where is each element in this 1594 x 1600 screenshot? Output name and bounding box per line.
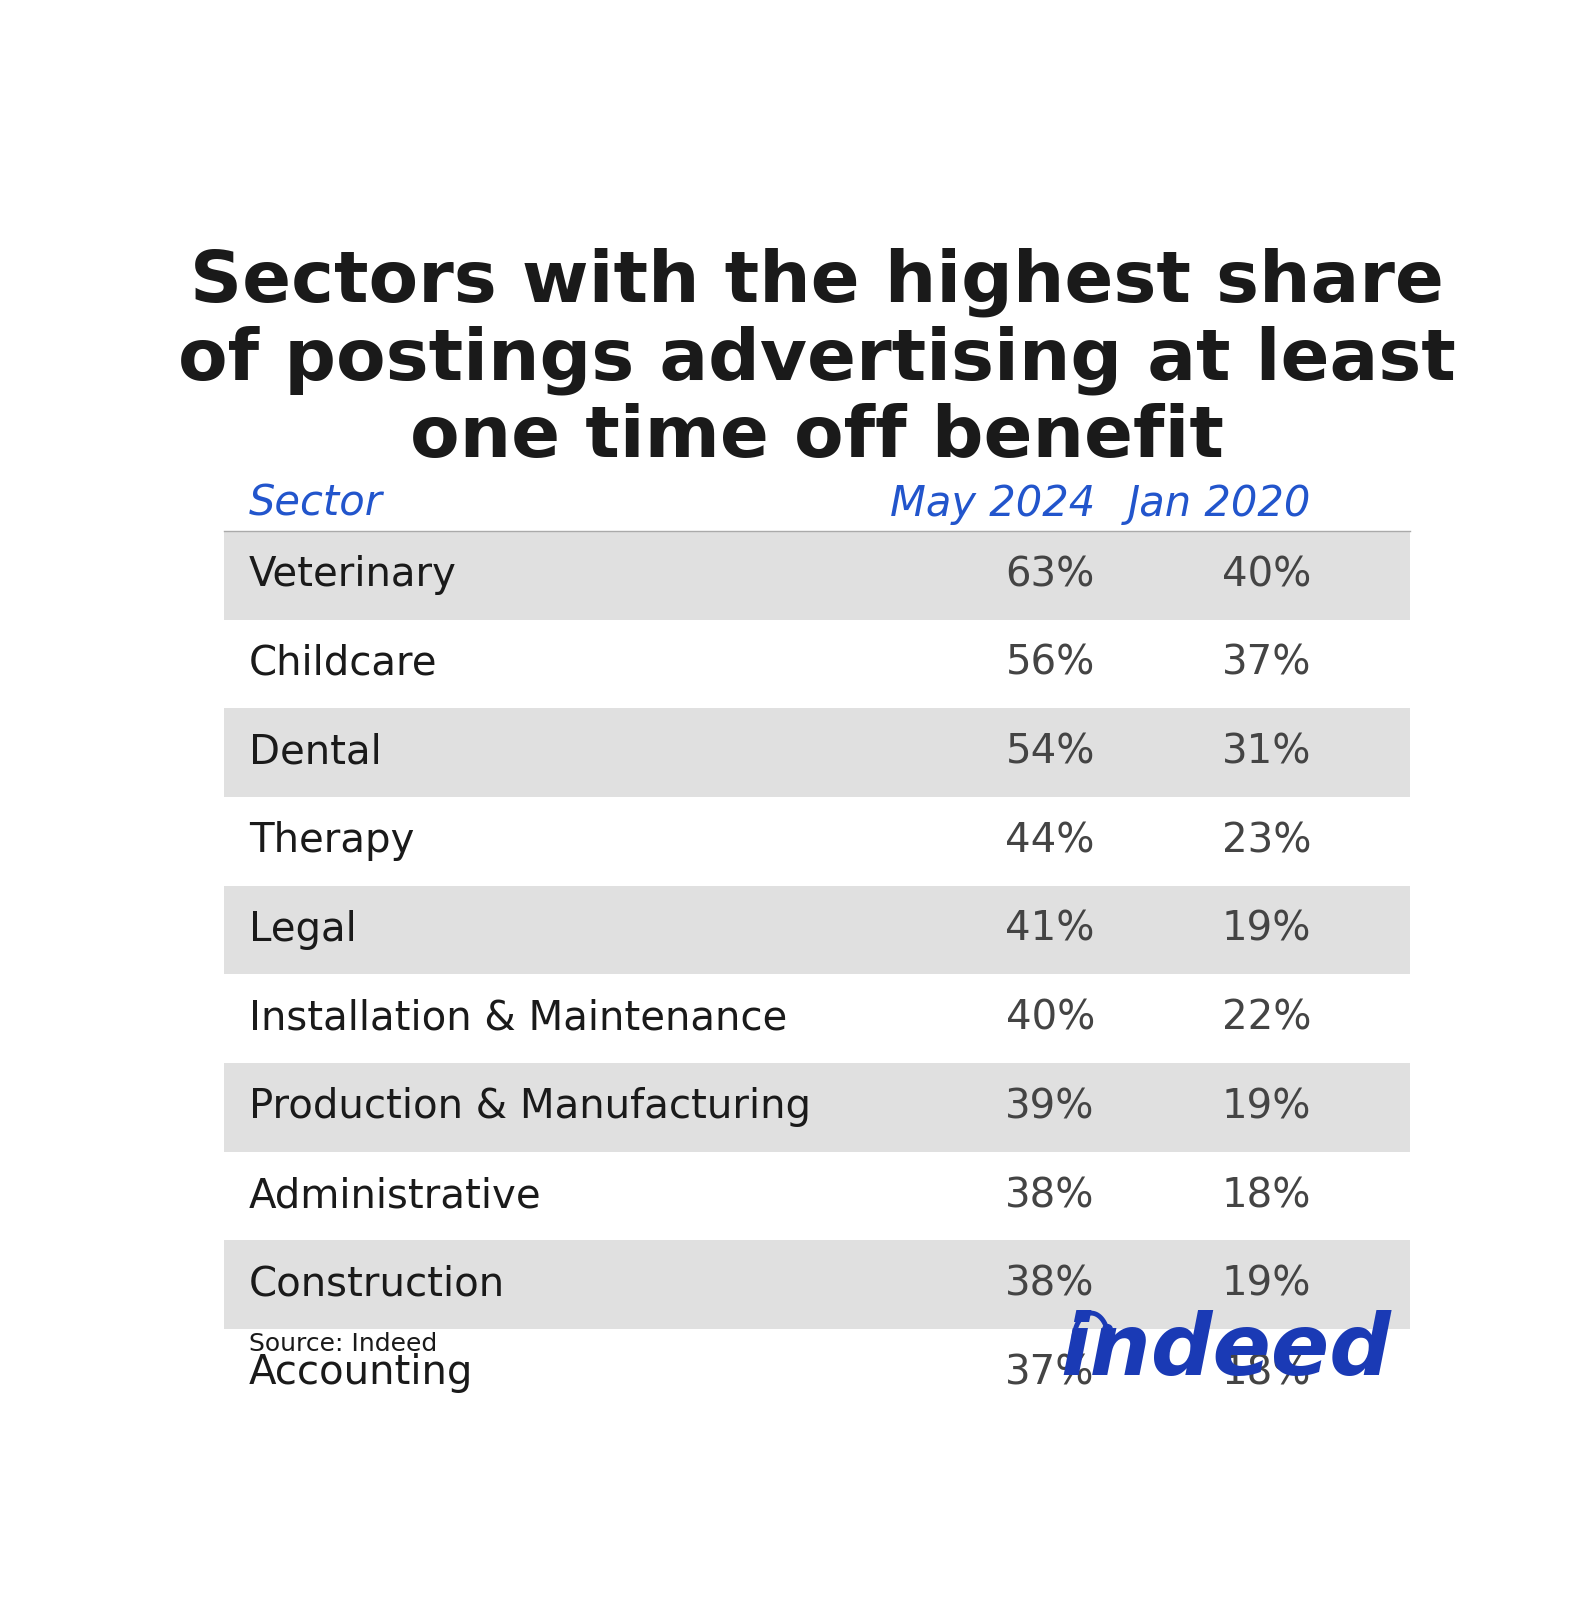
Text: Installation & Maintenance: Installation & Maintenance [249, 998, 787, 1038]
Bar [223, 531, 1409, 619]
Text: 39%: 39% [1006, 1088, 1095, 1128]
Text: 22%: 22% [1221, 998, 1310, 1038]
Bar [223, 1152, 1409, 1240]
Text: 40%: 40% [1006, 998, 1095, 1038]
Bar [223, 1330, 1409, 1418]
Text: Sectors with the highest share
of postings advertising at least
one time off ben: Sectors with the highest share of postin… [179, 248, 1455, 472]
Text: 19%: 19% [1221, 1264, 1310, 1304]
Bar [223, 1062, 1409, 1152]
Text: 18%: 18% [1221, 1176, 1310, 1216]
Text: May 2024: May 2024 [889, 483, 1095, 525]
Text: 54%: 54% [1006, 733, 1095, 773]
Text: 41%: 41% [1006, 910, 1095, 950]
Text: Sector: Sector [249, 483, 383, 525]
Text: Childcare: Childcare [249, 643, 437, 683]
Bar [223, 797, 1409, 886]
Text: 63%: 63% [1006, 555, 1095, 595]
Text: Construction: Construction [249, 1264, 505, 1304]
Text: Production & Manufacturing: Production & Manufacturing [249, 1088, 811, 1128]
Text: Jan 2020: Jan 2020 [1127, 483, 1310, 525]
Text: indeed: indeed [1060, 1310, 1392, 1394]
Text: 23%: 23% [1221, 821, 1310, 861]
Bar [223, 619, 1409, 709]
Text: 56%: 56% [1006, 643, 1095, 683]
Text: 19%: 19% [1221, 910, 1310, 950]
Text: 38%: 38% [1006, 1176, 1095, 1216]
Text: Therapy: Therapy [249, 821, 414, 861]
Text: Administrative: Administrative [249, 1176, 542, 1216]
Text: Dental: Dental [249, 733, 381, 773]
Text: 44%: 44% [1006, 821, 1095, 861]
Text: 37%: 37% [1006, 1354, 1095, 1394]
Text: 19%: 19% [1221, 1088, 1310, 1128]
Text: 18%: 18% [1221, 1354, 1310, 1394]
Text: Veterinary: Veterinary [249, 555, 456, 595]
Text: 40%: 40% [1221, 555, 1310, 595]
Text: Accounting: Accounting [249, 1354, 473, 1394]
Text: Source: Indeed: Source: Indeed [249, 1333, 437, 1357]
Text: 38%: 38% [1006, 1264, 1095, 1304]
Text: 31%: 31% [1221, 733, 1310, 773]
Bar [223, 709, 1409, 797]
Bar [223, 974, 1409, 1062]
Text: 37%: 37% [1221, 643, 1310, 683]
Text: Legal: Legal [249, 910, 357, 950]
Bar [223, 886, 1409, 974]
Bar [223, 1240, 1409, 1330]
